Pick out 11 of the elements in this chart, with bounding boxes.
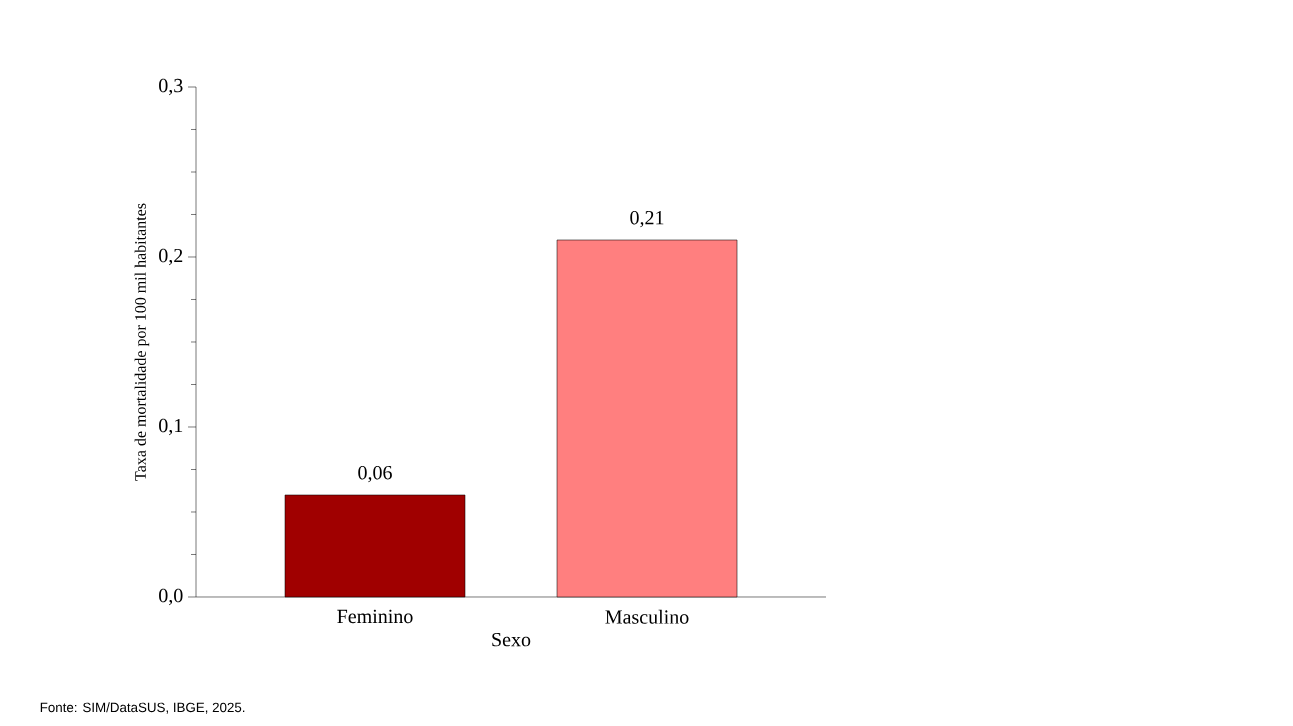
y-tick-label: 0,1 <box>159 418 183 436</box>
y-axis-title: Taxa de mortalidade por 100 mil habitantes <box>134 203 150 481</box>
y-tick-label: 0,3 <box>159 78 183 96</box>
data-label: 0,21 <box>630 210 664 228</box>
data-label: 0,06 <box>358 465 392 483</box>
x-tick-label: Masculino <box>605 609 689 624</box>
y-tick-label: 0,2 <box>159 248 183 266</box>
x-axis-title: Sexo <box>492 632 531 647</box>
y-tick-label: 0,0 <box>159 588 183 606</box>
x-tick-label: Feminino <box>337 609 413 624</box>
source-note: Fonte: SIM/DataSUS, IBGE, 2025. <box>40 702 245 714</box>
